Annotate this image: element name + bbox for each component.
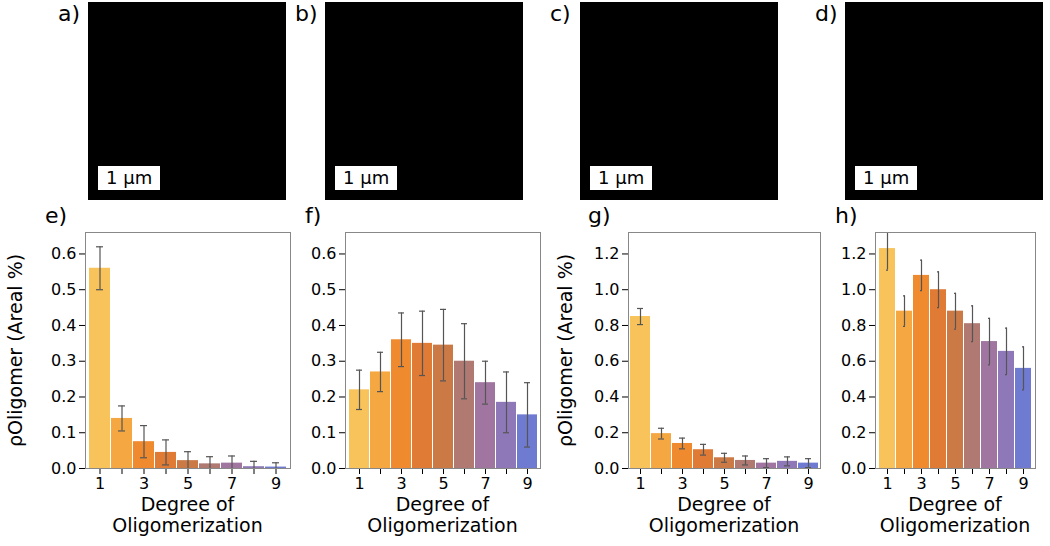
html-text:1 µm: 1 µm [106,167,153,188]
svg-text:0.4: 0.4 [594,387,619,406]
html-text:1 µm: 1 µm [598,167,645,188]
svg-text:0.8: 0.8 [594,316,619,335]
svg-text:1.0: 1.0 [841,280,866,299]
html-text:a): a) [58,1,81,26]
html-text:1 µm: 1 µm [863,167,910,188]
svg-text:ρOligomer (Areal %): ρOligomer (Areal %) [554,254,576,447]
html-text:f): f) [305,203,322,228]
html-text:b): b) [295,1,318,26]
svg-text:1: 1 [95,474,105,493]
svg-text:0.5: 0.5 [51,280,76,299]
svg-text:0.3: 0.3 [311,351,336,370]
svg-text:7: 7 [984,474,994,493]
svg-text:7: 7 [227,474,237,493]
svg-text:0.2: 0.2 [594,423,619,442]
svg-text:9: 9 [803,474,813,493]
html-text:Degree of Oligomerization: Degree of Oligomerization [112,493,263,536]
svg-text:3: 3 [139,474,149,493]
svg-text:0.0: 0.0 [311,459,336,478]
svg-text:0.6: 0.6 [311,244,336,263]
svg-text:3: 3 [916,474,926,493]
html-text:Degree of Oligomerization: Degree of Oligomerization [879,493,1031,536]
html-text:d): d) [815,1,838,26]
svg-text:0.0: 0.0 [841,459,866,478]
svg-text:0.2: 0.2 [311,387,336,406]
svg-text:0.1: 0.1 [51,423,76,442]
svg-text:5: 5 [950,474,960,493]
html-text:Degree of Oligomerization: Degree of Oligomerization [367,493,518,536]
svg-text:1.2: 1.2 [594,244,619,263]
svg-text:5: 5 [438,474,448,493]
html-text:g): g) [588,203,611,228]
svg-text:5: 5 [183,474,193,493]
svg-text:0.1: 0.1 [311,423,336,442]
svg-text:0.3: 0.3 [51,351,76,370]
svg-text:0.4: 0.4 [311,316,336,335]
html-text:1 µm: 1 µm [343,167,390,188]
svg-text:0.2: 0.2 [841,423,866,442]
html-text:c): c) [550,1,571,26]
svg-text:ρOligomer (Areal %): ρOligomer (Areal %) [4,254,26,447]
svg-text:0.6: 0.6 [51,244,76,263]
html-text:e): e) [45,203,68,228]
svg-text:9: 9 [1018,474,1028,493]
svg-text:0.8: 0.8 [841,316,866,335]
svg-text:9: 9 [522,474,532,493]
svg-text:0.0: 0.0 [51,459,76,478]
svg-text:0.5: 0.5 [311,280,336,299]
svg-text:1: 1 [354,474,364,493]
html-text:Degree of Oligomerization: Degree of Oligomerization [648,493,800,536]
svg-text:3: 3 [677,474,687,493]
svg-text:7: 7 [761,474,771,493]
svg-text:0.4: 0.4 [841,387,866,406]
svg-text:0.6: 0.6 [594,351,619,370]
svg-text:0.6: 0.6 [841,351,866,370]
svg-text:1: 1 [882,474,892,493]
svg-text:1.2: 1.2 [841,244,866,263]
svg-text:9: 9 [271,474,281,493]
svg-text:1.0: 1.0 [594,280,619,299]
svg-text:1: 1 [635,474,645,493]
svg-text:3: 3 [396,474,406,493]
svg-text:0.2: 0.2 [51,387,76,406]
html-text:h): h) [835,203,858,228]
svg-text:5: 5 [719,474,729,493]
svg-text:0.0: 0.0 [594,459,619,478]
svg-text:0.4: 0.4 [51,316,76,335]
svg-text:7: 7 [480,474,490,493]
